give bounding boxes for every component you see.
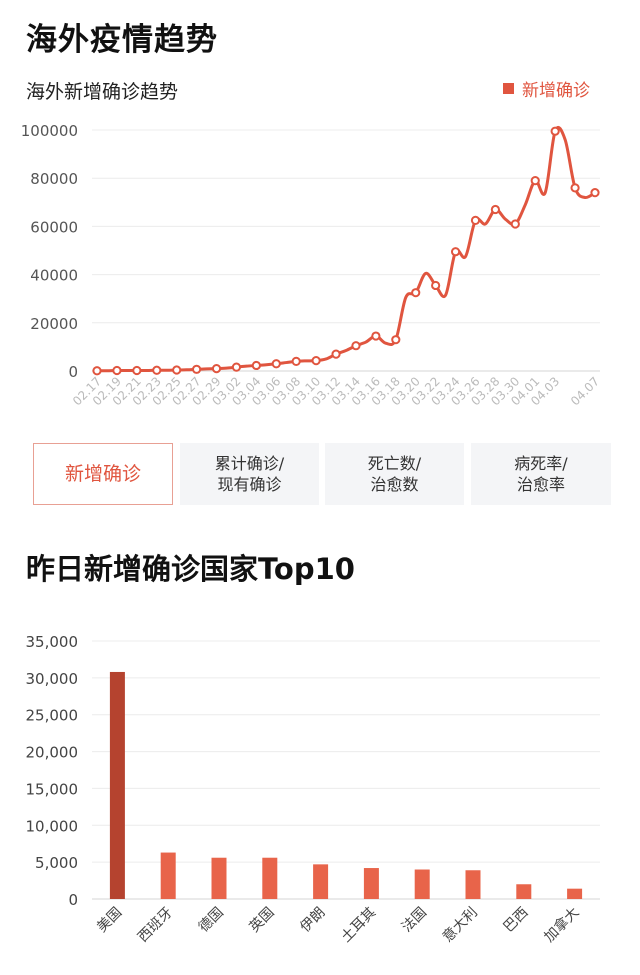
x-tick-label: 意大利 <box>439 904 481 946</box>
tab-label: 累计确诊/ 现有确诊 <box>214 454 285 494</box>
data-point <box>92 366 102 376</box>
y-tick-label: 10,000 <box>26 817 79 835</box>
y-tick-label: 20000 <box>30 315 78 333</box>
data-point <box>172 365 182 375</box>
bar <box>567 888 583 899</box>
y-tick-label: 0 <box>68 891 78 909</box>
data-point <box>192 364 202 374</box>
bar <box>211 857 227 899</box>
data-point <box>311 356 321 366</box>
bar-section-title: 昨日新增确诊国家Top10 <box>26 552 355 586</box>
data-point <box>291 356 301 366</box>
data-point <box>570 183 580 193</box>
y-tick-label: 5,000 <box>35 854 78 872</box>
data-point <box>391 335 401 345</box>
y-tick-label: 30,000 <box>26 670 79 688</box>
data-point <box>490 204 500 215</box>
y-tick-label: 20,000 <box>26 744 79 762</box>
data-point <box>351 341 361 351</box>
tab-label: 新增确诊 <box>64 462 141 485</box>
x-tick-label: 加拿大 <box>541 904 583 946</box>
top10-bar-chart: 0 5,000 10,000 15,000 20,000 25,000 30,000 35,0… <box>26 633 600 946</box>
y-tick-label: 0 <box>68 363 78 381</box>
trend-line-chart: 02000040000600008000010000002.1702.1902.… <box>21 122 602 408</box>
y-tick-label: 100000 <box>21 122 78 140</box>
data-point <box>470 215 481 225</box>
tab-fatality-recovery-rate[interactable]: 病死率/ 治愈率 <box>471 443 611 505</box>
bar <box>313 864 329 899</box>
bar <box>109 671 125 899</box>
trend-legend: 新增确诊 <box>503 76 590 101</box>
x-tick-label: 04.07 <box>568 374 602 408</box>
x-tick-label: 土耳其 <box>338 905 379 946</box>
bar <box>465 870 481 899</box>
data-point <box>271 359 281 369</box>
series-line <box>96 125 596 373</box>
data-point <box>510 219 520 229</box>
data-point <box>431 280 441 291</box>
tab-cumulative-current[interactable]: 累计确诊/ 现有确诊 <box>180 443 319 505</box>
x-tick-label: 巴西 <box>501 905 532 936</box>
data-point <box>152 365 162 375</box>
x-tick-label: 德国 <box>196 905 227 936</box>
data-point <box>411 288 421 298</box>
x-tick-label: 西班牙 <box>135 905 176 946</box>
tab-new-confirmed[interactable]: 新增确诊 <box>33 443 173 505</box>
page-title: 海外疫情趋势 <box>26 22 218 58</box>
data-point <box>550 126 560 136</box>
bar <box>414 869 430 899</box>
bar <box>363 868 379 899</box>
tab-deaths-recovered[interactable]: 死亡数/ 治愈数 <box>325 443 464 505</box>
y-tick-label: 15,000 <box>26 780 79 798</box>
data-point <box>590 188 600 198</box>
data-point <box>132 365 142 376</box>
y-tick-label: 35,000 <box>26 633 79 651</box>
y-tick-label: 25,000 <box>26 707 79 725</box>
data-point <box>231 362 242 372</box>
data-point <box>371 331 381 341</box>
data-point <box>251 360 261 371</box>
data-point <box>530 176 540 186</box>
y-tick-label: 60000 <box>30 218 78 236</box>
data-point <box>112 365 122 376</box>
tab-label: 死亡数/ 治愈数 <box>367 454 422 494</box>
x-tick-label: 英国 <box>246 904 278 936</box>
x-tick-label: 法国 <box>399 905 430 936</box>
bar <box>160 852 176 899</box>
data-point <box>450 247 461 257</box>
data-point <box>211 363 222 374</box>
x-tick-label: 美国 <box>94 905 125 936</box>
legend-label: 新增确诊 <box>522 81 590 101</box>
bar <box>516 884 532 899</box>
tab-label: 病死率/ 治愈率 <box>514 454 568 494</box>
data-point <box>331 349 341 359</box>
y-tick-label: 80000 <box>30 170 78 188</box>
legend-swatch-icon <box>503 83 514 94</box>
x-tick-label: 伊朗 <box>297 905 328 936</box>
bar <box>262 857 278 899</box>
metric-tabs: 新增确诊 累计确诊/ 现有确诊 死亡数/ 治愈数 病死率/ 治愈率 <box>33 443 611 505</box>
trend-chart-subtitle: 海外新增确诊趋势 <box>26 81 179 103</box>
y-tick-label: 40000 <box>30 267 78 285</box>
